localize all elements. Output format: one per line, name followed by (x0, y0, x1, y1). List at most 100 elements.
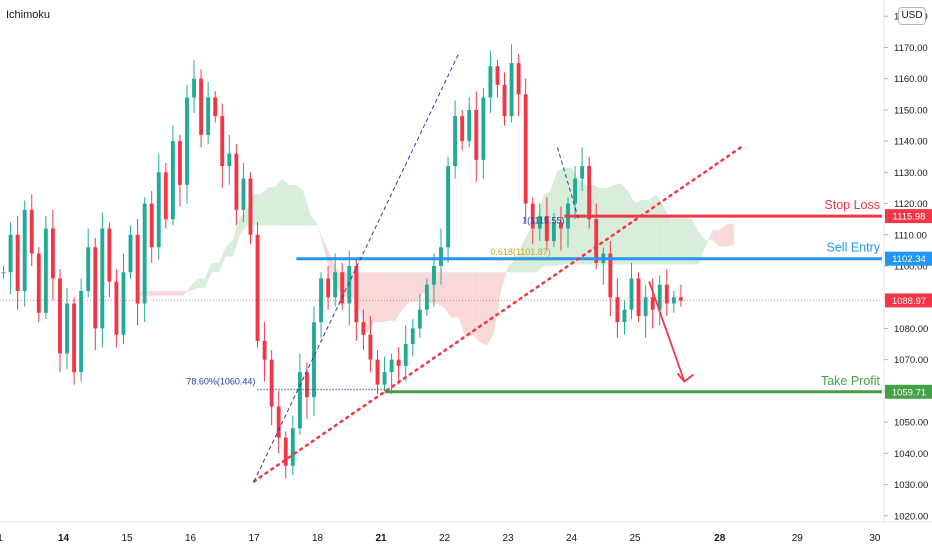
cloud-segment (458, 272, 466, 338)
price-axis[interactable]: 1020.001030.001040.001050.001060.001070.… (884, 12, 932, 523)
candle-body (304, 372, 309, 398)
candle-body (234, 153, 239, 210)
price-tick-label: 1120.00 (894, 199, 928, 210)
cloud-segment (705, 230, 713, 246)
cloud-segment (373, 272, 382, 323)
time-tick-label: 28 (714, 533, 726, 544)
cloud-segment (359, 272, 367, 334)
cloud-segment (712, 230, 720, 247)
cloud-segment (663, 205, 671, 265)
candle-body (248, 178, 253, 235)
candle-body (50, 228, 55, 279)
cloud-segment (479, 272, 487, 346)
cloud-segment (402, 272, 410, 310)
cloud-segment (486, 272, 494, 346)
candle-body (206, 97, 211, 135)
candle-body (403, 344, 408, 366)
price-tick-label: 1070.00 (894, 355, 928, 366)
cloud-segment (620, 183, 628, 265)
candle-body (396, 359, 401, 366)
level-price-badge (885, 251, 932, 266)
candle-body (79, 290, 84, 373)
candle-body (474, 109, 479, 160)
candle-body (643, 297, 648, 316)
cloud-segment (183, 286, 191, 296)
candle-body (580, 166, 585, 179)
cloud-segment (493, 272, 501, 334)
candle-body (72, 303, 77, 373)
candle-body (417, 309, 422, 329)
cloud-segment (684, 218, 692, 265)
cloud-segment (578, 178, 586, 265)
candle-body (481, 97, 486, 160)
cloud-segment (656, 194, 664, 265)
price-tick-label: 1020.00 (894, 511, 928, 522)
candle-body (657, 284, 662, 310)
cloud-segment (275, 178, 283, 226)
cloud-segment (296, 184, 304, 226)
candle-body (58, 278, 62, 354)
level-price-label: 1102.34 (892, 254, 926, 265)
cloud-segment (261, 187, 269, 226)
level-price-label: 1059.71 (892, 387, 926, 398)
fib-annotation: 1(1115.55) (522, 215, 564, 225)
candle-body (36, 253, 41, 313)
fib-swing-line (253, 53, 460, 482)
candlestick-series (1, 44, 683, 479)
candle-body (135, 234, 140, 304)
ichimoku-cloud (56, 167, 734, 346)
fib-swing-line (556, 147, 580, 220)
candle-body (368, 334, 373, 360)
price-tick-label: 1100.00 (894, 262, 928, 273)
candle-body (587, 166, 592, 220)
cloud-segment (409, 272, 417, 302)
time-tick-label: 25 (629, 533, 641, 544)
price-tick-label: 1030.00 (894, 480, 928, 491)
candle-body (93, 247, 98, 329)
cloud-segment (211, 262, 219, 273)
candle-body (86, 247, 91, 291)
cloud-segment (225, 239, 233, 257)
candle-body (551, 222, 556, 242)
cloud-segment (70, 250, 78, 263)
level-price-badge (885, 209, 932, 224)
time-tick-label: 29 (792, 533, 804, 544)
candle-body (255, 234, 260, 341)
level-name: Sell Entry (827, 241, 881, 255)
candle-body (121, 272, 126, 335)
candle-body (290, 428, 295, 466)
cloud-segment (437, 272, 445, 309)
level-name: Stop Loss (824, 198, 880, 212)
candle-body (671, 297, 676, 304)
candle-body (347, 266, 352, 304)
cloud-segment (613, 183, 621, 265)
cloud-segment (649, 194, 657, 265)
cloud-segment (190, 278, 198, 291)
price-tick-label: 1170.00 (894, 43, 928, 54)
candle-body (333, 272, 338, 298)
candle-body (213, 97, 218, 117)
candle-body (107, 228, 112, 282)
cloud-segment (416, 272, 424, 302)
candle-body (544, 216, 549, 242)
indicator-label[interactable]: Ichimoku (6, 9, 51, 21)
fib-annotation: 0.618(1101.87) (490, 247, 550, 257)
cloud-segment (63, 253, 71, 263)
candle-body (424, 284, 429, 310)
cloud-segment (500, 266, 509, 291)
candle-body (8, 234, 13, 273)
candle-body (177, 141, 182, 185)
currency-badge[interactable]: USD (898, 7, 926, 25)
candle-body (297, 372, 302, 429)
level-name: Take Profit (821, 374, 881, 388)
candle-body (375, 359, 380, 385)
cloud-segment (522, 231, 530, 273)
price-tick-label: 1130.00 (894, 168, 928, 179)
candle-body (340, 272, 345, 304)
time-axis[interactable]: 1 14 15 16 17 18 21 22 23 24 25 28 29 30 (0, 533, 881, 544)
candle-body (43, 228, 48, 313)
time-tick-label: 23 (502, 533, 514, 544)
price-tick-label: 1110.00 (894, 230, 927, 241)
candle-body (389, 359, 394, 373)
